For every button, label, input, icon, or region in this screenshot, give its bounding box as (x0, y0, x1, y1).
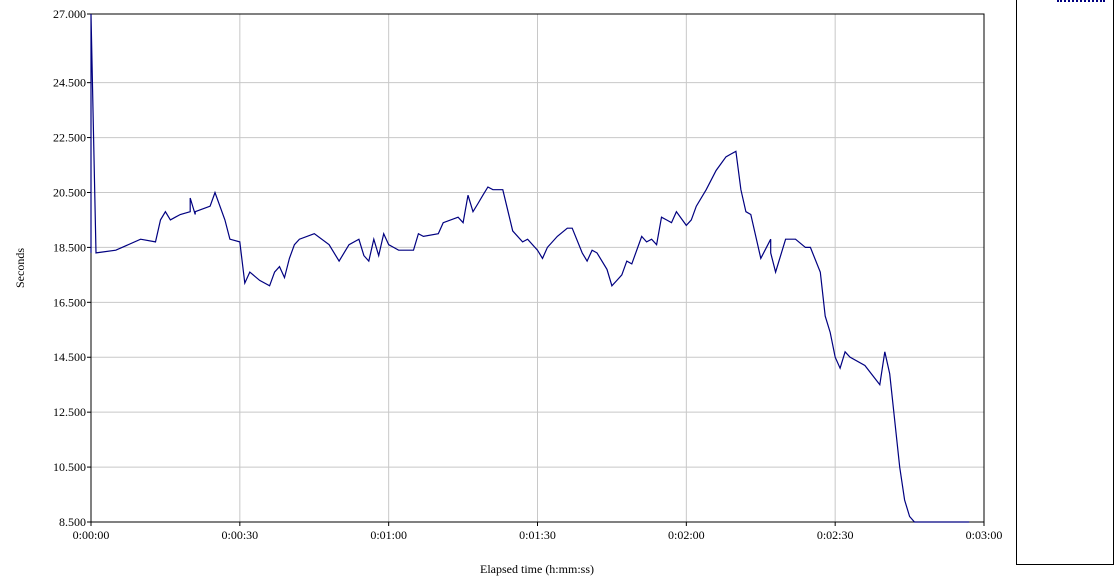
x-axis-title: Elapsed time (h:mm:ss) (480, 562, 594, 576)
y-tick-label: 14.500 (53, 350, 86, 364)
y-tick-label: 22.500 (53, 131, 86, 145)
legend-series-swatch (1057, 0, 1105, 6)
series-line (90, 13, 970, 523)
line-chart: 8.500 10.500 12.500 14.500 16.500 18.500 20.50… (13, 7, 1003, 576)
y-tick-label: 8.500 (59, 515, 86, 529)
y-tick-label: 20.500 (53, 185, 86, 199)
x-tick-label: 0:02:00 (668, 528, 705, 542)
y-tick-label: 24.500 (53, 76, 86, 90)
grid-lines (91, 14, 984, 522)
x-tick-label: 0:02:30 (817, 528, 854, 542)
y-tick-label: 18.500 (53, 240, 86, 254)
y-axis-title: Seconds (13, 248, 27, 288)
y-tick-label: 10.500 (53, 460, 86, 474)
x-axis-ticks: 0:00:00 0:00:30 0:01:00 0:01:30 0:02:00 0:02:… (73, 522, 1003, 542)
x-tick-label: 0:01:30 (519, 528, 556, 542)
x-tick-label: 0:00:00 (73, 528, 110, 542)
legend-panel (1016, 0, 1114, 565)
y-tick-label: 12.500 (53, 405, 86, 419)
x-tick-label: 0:00:30 (221, 528, 258, 542)
x-tick-label: 0:01:00 (370, 528, 407, 542)
y-tick-label: 16.500 (53, 295, 86, 309)
y-axis-ticks: 8.500 10.500 12.500 14.500 16.500 18.500 20.50… (53, 7, 91, 529)
y-tick-label: 27.000 (53, 7, 86, 21)
x-tick-label: 0:03:00 (966, 528, 1003, 542)
